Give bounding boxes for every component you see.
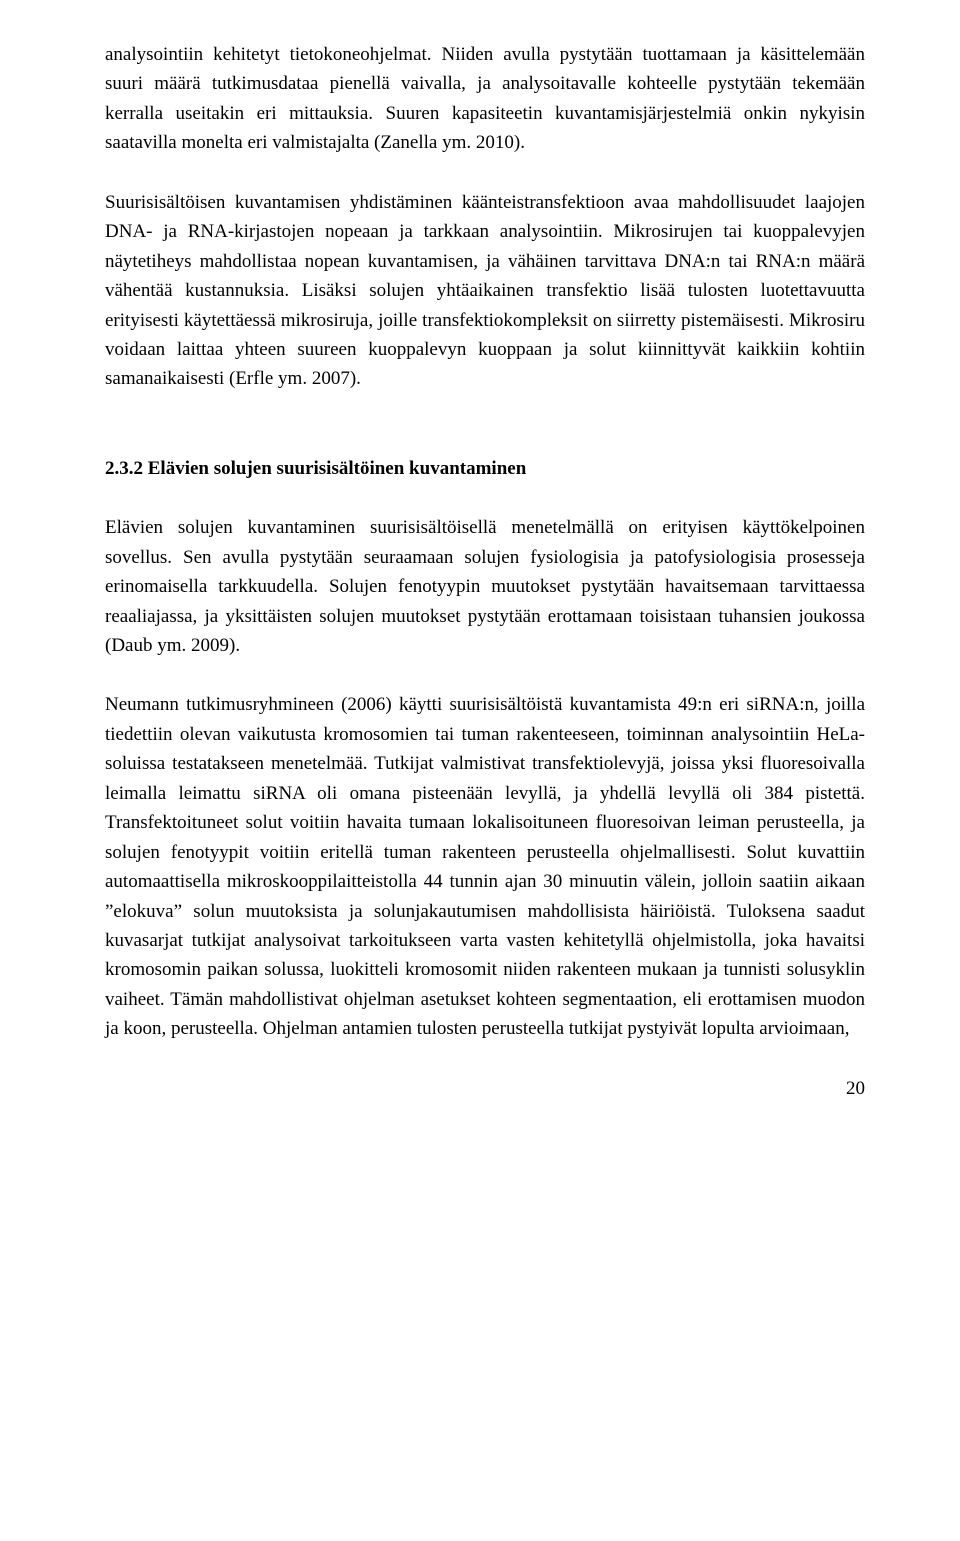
section-heading: 2.3.2 Elävien solujen suurisisältöinen k… xyxy=(105,454,865,483)
body-paragraph: Elävien solujen kuvantaminen suurisisält… xyxy=(105,513,865,660)
body-paragraph: Suurisisältöisen kuvantamisen yhdistämin… xyxy=(105,188,865,394)
body-paragraph: Neumann tutkimusryhmineen (2006) käytti … xyxy=(105,690,865,1043)
body-paragraph: analysointiin kehitetyt tietokoneohjelma… xyxy=(105,40,865,158)
page-number: 20 xyxy=(105,1074,865,1103)
